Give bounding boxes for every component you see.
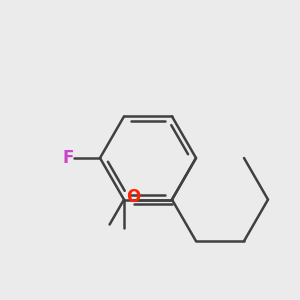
Text: O: O xyxy=(127,188,141,206)
Text: F: F xyxy=(63,149,74,167)
